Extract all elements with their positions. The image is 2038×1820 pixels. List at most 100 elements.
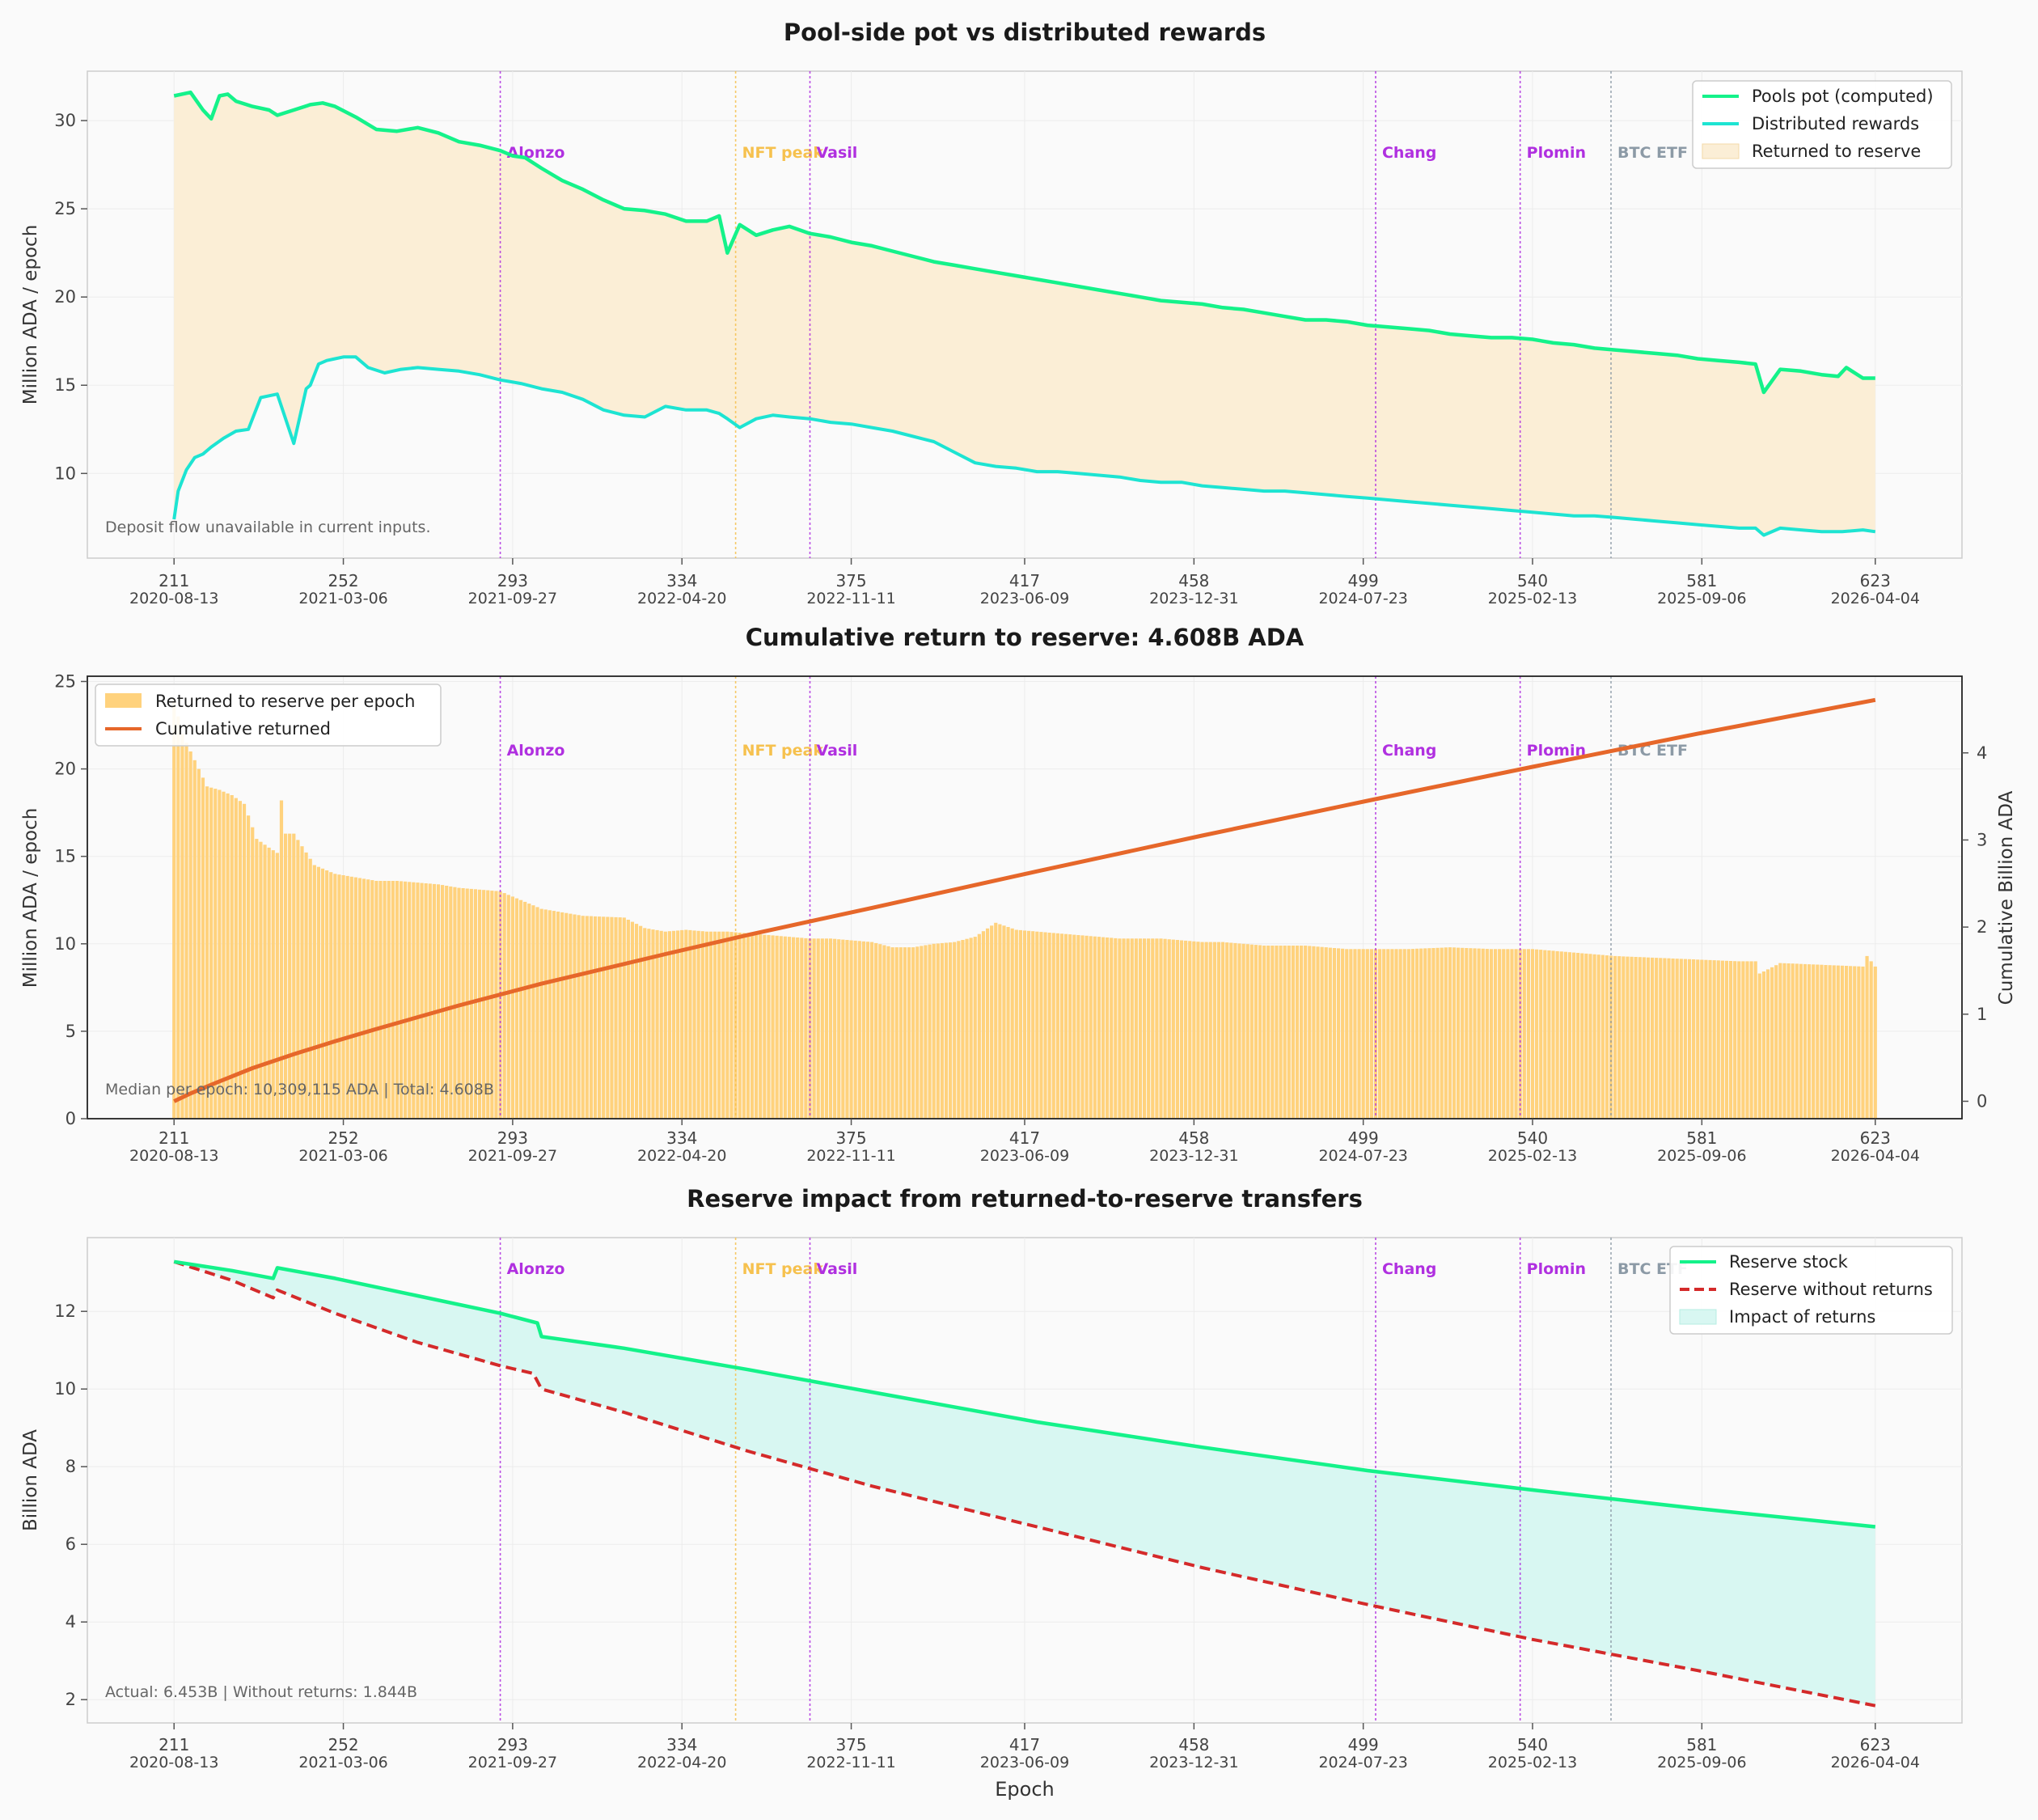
bar: [1757, 973, 1761, 1119]
bar: [1279, 946, 1283, 1119]
y-tick-label: 2: [66, 1690, 76, 1709]
x-tick-label: 375: [835, 1735, 866, 1754]
bar: [1522, 949, 1526, 1119]
y-tick-label: 8: [66, 1457, 76, 1476]
bar: [1749, 961, 1753, 1119]
bar: [1059, 933, 1064, 1119]
bar: [357, 878, 362, 1119]
bar: [1795, 963, 1799, 1119]
bar: [569, 913, 573, 1119]
bar: [325, 870, 329, 1119]
bar: [523, 901, 527, 1119]
bar: [378, 881, 383, 1119]
bar: [1840, 965, 1845, 1119]
bar: [1402, 949, 1406, 1119]
bar: [535, 907, 539, 1119]
bar: [1765, 969, 1770, 1119]
bar: [1101, 937, 1106, 1119]
bar: [548, 910, 552, 1119]
bar: [560, 912, 564, 1119]
bar: [1304, 946, 1308, 1119]
bar: [1122, 938, 1126, 1119]
y-right-tick-label: 3: [1977, 830, 1987, 849]
bar: [1477, 948, 1481, 1119]
x-tick-date-label: 2022-11-11: [806, 590, 895, 607]
bar: [1650, 957, 1655, 1119]
bar: [647, 929, 651, 1119]
bar: [482, 890, 486, 1119]
bar: [738, 933, 742, 1119]
x-tick-label: 334: [666, 1128, 697, 1148]
x-tick-date-label: 2023-12-31: [1149, 590, 1238, 607]
bar: [1249, 944, 1254, 1119]
bar: [680, 929, 684, 1119]
x-tick-label: 540: [1517, 1128, 1548, 1148]
bar: [853, 940, 857, 1119]
bar: [1799, 963, 1803, 1119]
bar: [1361, 949, 1365, 1119]
bar: [894, 947, 898, 1119]
bar: [226, 793, 230, 1119]
bar: [242, 803, 247, 1119]
bar: [1262, 946, 1266, 1119]
bar: [251, 827, 255, 1119]
bar: [238, 801, 243, 1119]
legend-label-returned: Returned to reserve: [1752, 142, 1921, 161]
bar: [1002, 925, 1006, 1119]
bar: [192, 760, 197, 1119]
bar: [1349, 949, 1353, 1119]
bar: [337, 874, 341, 1119]
bar: [1671, 959, 1675, 1119]
bar: [184, 743, 188, 1119]
bar: [1584, 953, 1588, 1119]
bar: [928, 944, 932, 1119]
bar: [1159, 938, 1163, 1119]
bar: [1110, 938, 1114, 1119]
bar: [924, 945, 928, 1119]
bar: [1196, 942, 1200, 1119]
bar: [255, 839, 259, 1119]
bar: [767, 935, 771, 1119]
x-tick-date-label: 2020-08-13: [129, 590, 218, 607]
bar: [1774, 965, 1778, 1119]
bar: [598, 916, 602, 1119]
bar: [1291, 946, 1295, 1119]
bar: [445, 886, 449, 1119]
bar: [837, 939, 841, 1119]
distributed-rewards-line: [172, 355, 1876, 537]
fill-layer: [174, 1261, 1875, 1706]
x-tick-date-label: 2026-04-04: [1831, 590, 1920, 607]
y-tick-label: 6: [66, 1534, 76, 1554]
y-axis-label: Million ADA / epoch: [20, 808, 41, 988]
legend-box: [1669, 1246, 1953, 1335]
x-tick-date-label: 2021-03-06: [298, 1147, 387, 1165]
bar: [176, 716, 180, 1119]
bar: [1857, 966, 1861, 1119]
bar: [387, 881, 391, 1119]
bar: [1816, 964, 1820, 1119]
reserve-stock-line: [173, 1259, 1876, 1529]
x-tick-date-label: 2022-04-20: [637, 1147, 726, 1165]
bar: [1803, 963, 1808, 1119]
y-axis-right-label: Cumulative Billion ADA: [1996, 790, 2017, 1005]
bar: [639, 925, 643, 1119]
bar: [1155, 938, 1159, 1119]
bar: [506, 895, 510, 1119]
bar: [486, 890, 490, 1119]
bar: [1229, 942, 1233, 1119]
bar: [271, 850, 275, 1119]
bar: [320, 868, 325, 1119]
bar: [1258, 945, 1262, 1119]
x-tick-label: 499: [1348, 1735, 1379, 1754]
bar: [453, 887, 457, 1119]
chart-title: Cumulative return to reserve: 4.608B ADA: [746, 624, 1304, 651]
x-tick-label: 458: [1178, 1128, 1209, 1148]
bar: [1465, 948, 1469, 1119]
bar: [1547, 950, 1551, 1119]
bar: [1171, 939, 1175, 1119]
bar: [1836, 965, 1840, 1119]
bar: [1692, 959, 1696, 1119]
bar: [1320, 946, 1324, 1119]
bar: [630, 921, 635, 1119]
